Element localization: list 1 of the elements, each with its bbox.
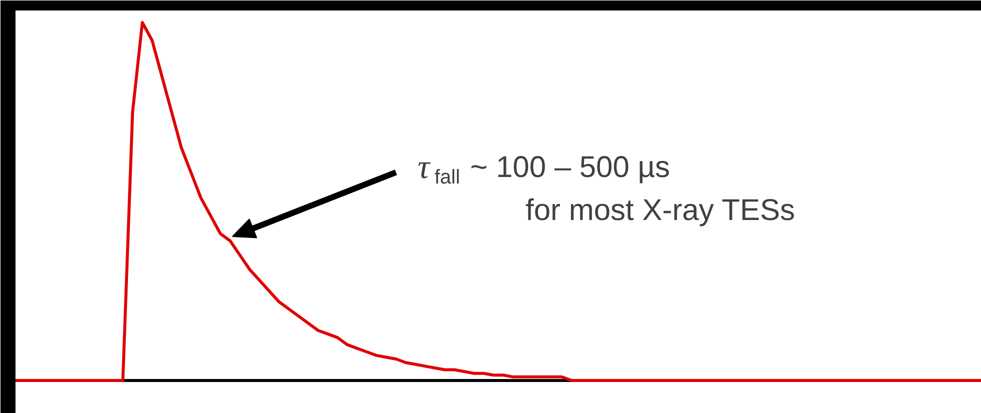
annotation: for most X-ray TESs: [526, 194, 796, 227]
